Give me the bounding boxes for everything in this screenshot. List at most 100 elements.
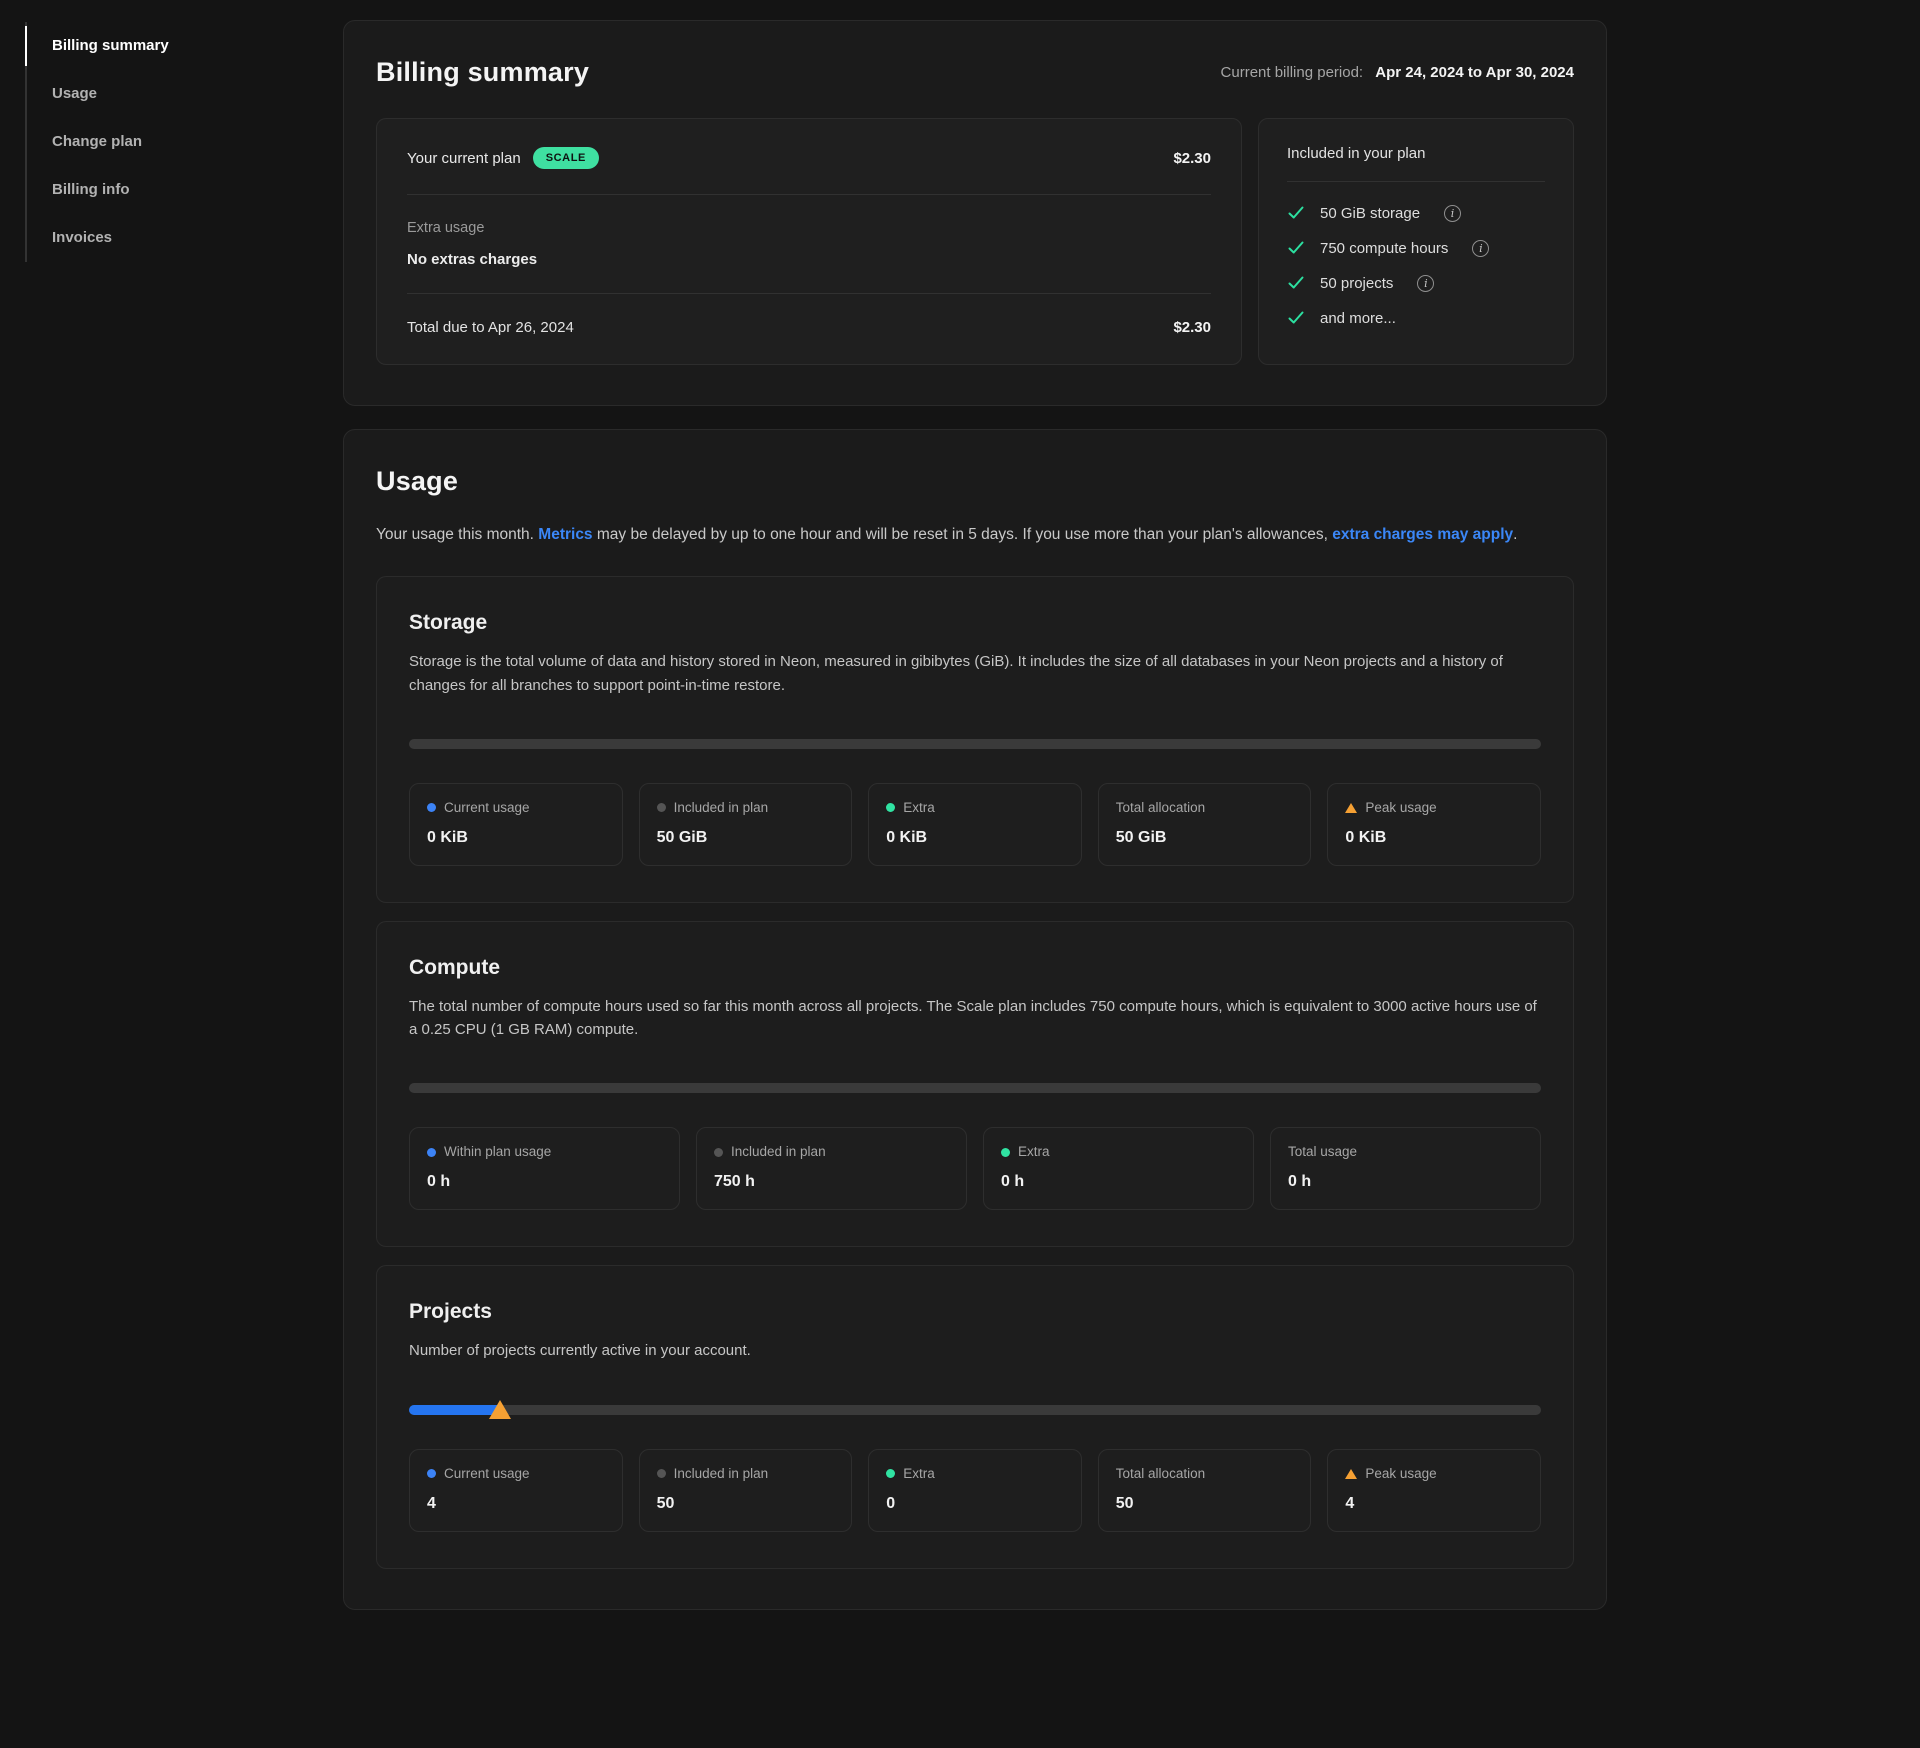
main-content: Billing summary Current billing period: …: [343, 20, 1607, 1610]
included-item-label: 50 GiB storage: [1320, 204, 1421, 222]
included-item-label: 750 compute hours: [1320, 239, 1449, 257]
blue-dot-icon: [427, 803, 436, 813]
included-item-label: and more...: [1320, 309, 1396, 327]
green-dot-icon: [886, 1469, 896, 1478]
billing-period-value: Apr 24, 2024 to Apr 30, 2024: [1375, 64, 1574, 81]
usage-intro-text: may be delayed by up to one hour and wil…: [592, 526, 1333, 543]
stat-chip-included-in-plan: Included in plan 50 GiB: [638, 782, 853, 866]
stat-chip-included-in-plan: Included in plan 50: [638, 1448, 853, 1532]
progress-fill: [409, 1404, 500, 1415]
included-plan-item: 50 projects i: [1287, 274, 1545, 292]
included-plan-item: 750 compute hours i: [1287, 239, 1545, 257]
info-icon[interactable]: i: [1472, 239, 1490, 257]
gray-dot-icon: [714, 1147, 723, 1157]
sidebar-item-usage[interactable]: Usage: [52, 85, 98, 102]
info-icon[interactable]: i: [1417, 274, 1435, 292]
stat-value: 750 h: [714, 1173, 755, 1191]
usage-panel: Usage Your usage this month. Metrics may…: [343, 429, 1607, 1610]
sidebar-item-billing-summary[interactable]: Billing summary: [25, 22, 325, 70]
total-due-label: Total due to Apr 26, 2024: [407, 319, 574, 336]
sidebar-nav: Billing summary Usage Change plan Billing i…: [25, 22, 325, 262]
usage-sections: Storage Storage is the total volume of da…: [376, 576, 1574, 1569]
peak-triangle-icon: [1345, 1468, 1358, 1479]
compute-title: Compute: [409, 955, 500, 979]
stat-label-text: Included in plan: [673, 1465, 769, 1481]
billing-period-label: Current billing period:: [1220, 64, 1364, 81]
stat-chip-total-allocation: Total allocation 50 GiB: [1097, 782, 1312, 866]
metrics-link[interactable]: Metrics: [538, 526, 593, 543]
stat-value: 0 h: [427, 1173, 451, 1191]
billing-summary-panel: Billing summary Current billing period: …: [343, 20, 1607, 406]
stat-label: Total allocation: [1116, 1466, 1294, 1482]
compute-progress-bar: [409, 1083, 1541, 1094]
projects-progress-bar: [409, 1399, 1541, 1419]
stat-value: 0 KiB: [1345, 828, 1387, 846]
stat-chip-current-usage: Current usage 4: [409, 1448, 623, 1532]
plan-row: Your current plan SCALE $2.30: [407, 147, 1211, 169]
storage-progress-bar: [409, 738, 1541, 749]
usage-intro-text: Your usage this month.: [376, 526, 539, 543]
sidebar-list: Billing summary Usage Change plan Billing i…: [25, 22, 325, 262]
stat-value: 0 KiB: [886, 828, 928, 846]
stat-value: 4: [427, 1494, 436, 1512]
check-icon: [1287, 239, 1305, 257]
included-plan-item: and more...: [1287, 309, 1545, 327]
divider: [1287, 181, 1545, 182]
check-icon: [1287, 274, 1305, 292]
storage-title: Storage: [409, 611, 488, 635]
included-item-label: 50 projects: [1320, 274, 1394, 292]
stat-label: Current usage: [427, 800, 605, 816]
extra-usage-label: Extra usage: [407, 220, 485, 236]
compute-description: The total number of compute hours used s…: [409, 997, 1537, 1038]
current-plan-card: Your current plan SCALE $2.30 Extra usag…: [376, 118, 1242, 365]
divider: [407, 194, 1211, 195]
stat-label-text: Included in plan: [731, 1144, 826, 1160]
stat-chip-extra: Extra 0 KiB: [868, 782, 1082, 866]
sidebar-item-change-plan[interactable]: Change plan: [52, 133, 143, 150]
projects-section-card: Projects Number of projects currently act…: [376, 1265, 1574, 1569]
extra-charges-link[interactable]: extra charges may apply: [1332, 526, 1514, 543]
stat-label: Included in plan: [714, 1144, 949, 1160]
storage-description: Storage is the total volume of data and …: [409, 653, 1503, 694]
projects-description: Number of projects currently active in y…: [409, 1342, 751, 1360]
total-row: Total due to Apr 26, 2024 $2.30: [407, 319, 1211, 336]
included-plan-card: Included in your plan 50 GiB storage i 750…: [1258, 118, 1574, 365]
stat-value: 4: [1345, 1494, 1355, 1512]
stat-value: 50 GiB: [1115, 828, 1167, 846]
stat-value: 0 KiB: [427, 828, 468, 846]
stat-label-text: Current usage: [444, 799, 530, 815]
divider: [407, 293, 1211, 294]
stat-label: Peak usage: [1345, 800, 1523, 816]
stat-label: Included in plan: [656, 799, 835, 816]
stat-label-text: Extra: [1018, 1144, 1050, 1160]
progress-track: [409, 738, 1541, 749]
progress-track: [409, 1083, 1541, 1094]
projects-title: Projects: [409, 1300, 492, 1324]
stat-value: 50 GiB: [656, 828, 708, 846]
stat-label-text: Total allocation: [1115, 799, 1206, 815]
stat-value: 50: [656, 1494, 675, 1512]
sidebar-item-invoices[interactable]: Invoices: [52, 229, 113, 246]
gray-dot-icon: [656, 1469, 666, 1478]
stat-value: 0 h: [1288, 1173, 1312, 1191]
stat-label-text: Peak usage: [1365, 1465, 1437, 1481]
billing-summary-header: Billing summary Current billing period: …: [376, 57, 1574, 88]
included-plan-item: 50 GiB storage i: [1287, 204, 1545, 222]
info-icon[interactable]: i: [1444, 204, 1462, 222]
stat-chip-peak-usage: Peak usage 0 KiB: [1327, 782, 1541, 866]
stat-chip-total-usage: Total usage 0 h: [1270, 1127, 1541, 1211]
current-plan-label: Your current plan: [407, 149, 521, 167]
stat-label-text: Extra: [903, 1465, 935, 1481]
usage-intro: Your usage this month. Metrics may be de…: [376, 523, 1541, 546]
stat-label: Extra: [1001, 1144, 1236, 1160]
stat-chip-current-usage: Current usage 0 KiB: [409, 782, 623, 866]
projects-stats-row: Current usage 4 Included in plan 50 Extra 0 To…: [409, 1448, 1541, 1532]
stat-label-text: Included in plan: [673, 799, 769, 815]
included-plan-list: 50 GiB storage i 750 compute hours i 50 proj…: [1287, 204, 1545, 327]
stat-value: 50: [1115, 1494, 1134, 1512]
sidebar-item-billing-info[interactable]: Billing info: [52, 181, 130, 198]
plan-badge: SCALE: [532, 147, 599, 169]
billing-cards-row: Your current plan SCALE $2.30 Extra usag…: [376, 118, 1574, 365]
green-dot-icon: [1001, 1147, 1010, 1157]
stat-label: Extra: [886, 800, 1064, 816]
